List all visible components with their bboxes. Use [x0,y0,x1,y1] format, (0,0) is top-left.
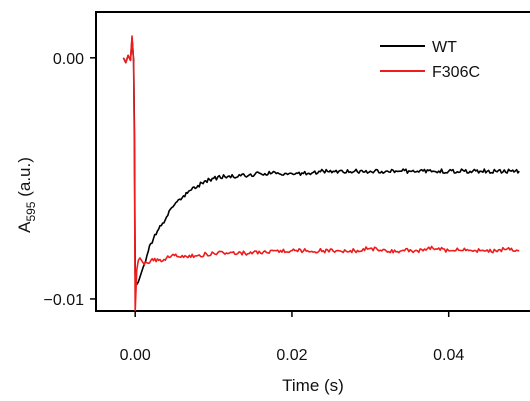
x-tick-label: 0.02 [276,347,307,364]
plot-frame [95,11,530,312]
series-layer [122,35,520,312]
y-axis-title-suffix: (a.u.) [15,157,34,201]
y-axis-title-main: A [15,221,34,233]
legend-label-wt: WT [432,39,457,56]
x-tick-label: 0.04 [433,347,464,364]
y-axis-title: A595 (a.u.) [15,157,38,233]
series-line-wt [122,37,520,286]
y-tick-label: 0.00 [53,51,84,68]
y-axis-title-subscript: 595 [24,201,38,221]
x-axis-ticks: 0.00 0.02 0.04 [120,311,464,364]
x-axis-title: Time (s) [282,376,344,395]
series-line-f306c [122,35,520,312]
legend: WT F306C [380,39,480,81]
legend-label-f306c: F306C [432,64,480,81]
y-tick-label: −0.01 [44,292,85,309]
x-tick-label: 0.00 [120,347,151,364]
y-axis-ticks: 0.00 −0.01 [44,51,96,309]
